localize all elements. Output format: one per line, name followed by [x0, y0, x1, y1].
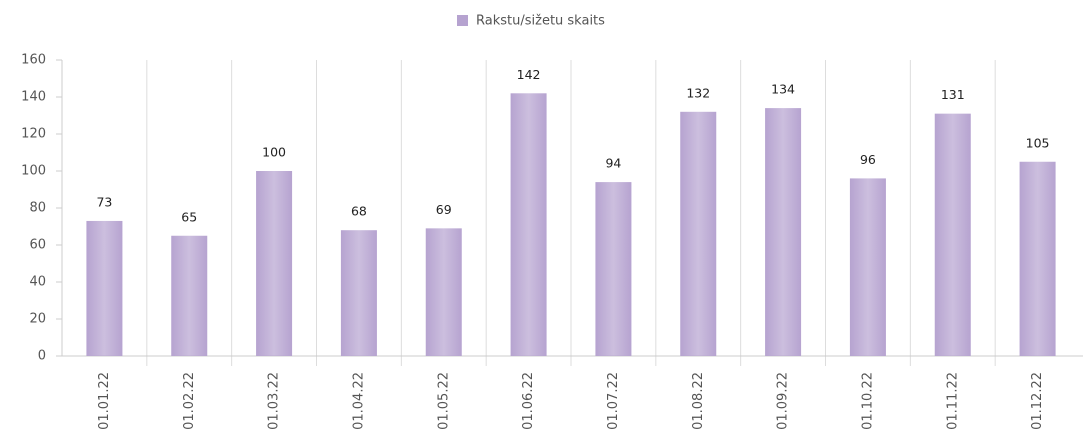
- y-tick-label: 20: [29, 312, 46, 327]
- x-tick-label: 01.09.22: [776, 372, 791, 430]
- bar: [340, 230, 377, 356]
- x-tick-label: 01.06.22: [521, 372, 536, 430]
- bar: [765, 108, 802, 356]
- data-label: 131: [941, 87, 965, 102]
- legend-swatch: [457, 15, 468, 26]
- data-label: 105: [1026, 135, 1050, 150]
- x-tick-label: 01.07.22: [606, 372, 621, 430]
- data-label: 96: [860, 152, 876, 167]
- y-tick-label: 140: [21, 90, 46, 105]
- y-tick-label: 160: [21, 53, 46, 68]
- y-tick-label: 120: [21, 127, 46, 142]
- x-tick-label: 01.04.22: [351, 372, 366, 430]
- data-label: 142: [517, 67, 541, 82]
- y-tick-label: 40: [29, 275, 46, 290]
- data-label: 68: [351, 204, 367, 219]
- data-label: 69: [436, 202, 452, 217]
- x-tick-label: 01.08.22: [691, 372, 706, 430]
- data-label: 65: [181, 209, 197, 224]
- data-label: 134: [771, 82, 795, 97]
- y-tick-label: 80: [29, 201, 46, 216]
- data-label: 73: [96, 194, 112, 209]
- bar: [934, 113, 971, 357]
- x-tick-label: 01.12.22: [1030, 372, 1045, 430]
- y-tick-label: 100: [21, 164, 46, 179]
- bar: [595, 182, 632, 356]
- bar: [256, 171, 293, 356]
- x-tick-label: 01.10.22: [860, 372, 875, 430]
- bar: [849, 178, 886, 356]
- bar: [1019, 161, 1056, 356]
- data-label: 132: [686, 85, 710, 100]
- legend-label: Rakstu/sižetu skaits: [476, 14, 605, 29]
- bar: [680, 111, 717, 356]
- bar: [425, 228, 462, 356]
- x-tick-label: 01.01.22: [97, 372, 112, 430]
- y-tick-label: 0: [38, 349, 46, 364]
- bar: [171, 235, 208, 356]
- x-tick-label: 01.02.22: [182, 372, 197, 430]
- y-tick-label: 60: [29, 238, 46, 253]
- bar: [86, 220, 123, 356]
- data-label: 100: [262, 145, 286, 160]
- x-tick-label: 01.11.22: [945, 372, 960, 430]
- data-label: 94: [605, 156, 621, 171]
- x-tick-label: 01.05.22: [436, 372, 451, 430]
- bar: [510, 93, 547, 357]
- x-tick-label: 01.03.22: [267, 372, 282, 430]
